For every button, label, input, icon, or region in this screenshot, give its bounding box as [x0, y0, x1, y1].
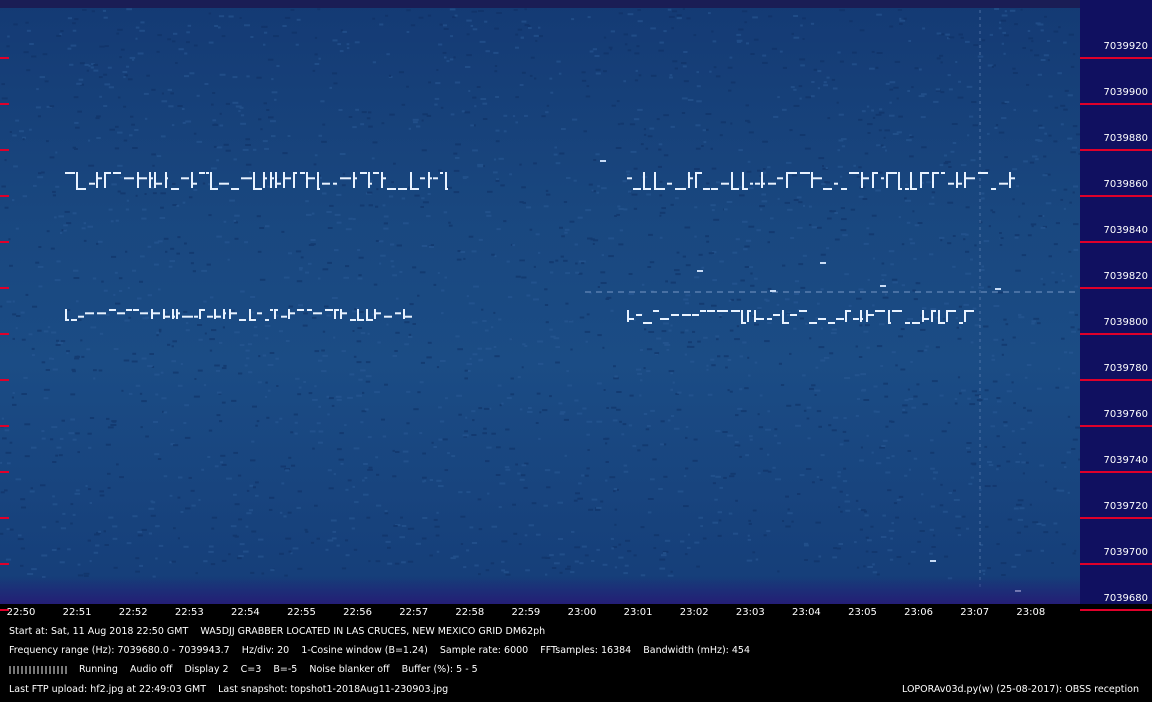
time-label: 23:03 [735, 607, 765, 618]
ftp-info: Last FTP upload: hf2.jpg at 22:49:03 GMT… [9, 684, 449, 695]
signal-trace-3 [65, 309, 412, 321]
version-info: LOPORAv03d.py(w) (25-08-2017): OBSS rece… [902, 684, 1139, 695]
frequency-label: 7039700 [1103, 547, 1148, 558]
level-bars-icon [9, 665, 67, 674]
left-edge-tick [0, 57, 9, 59]
time-label: 22:54 [230, 607, 260, 618]
signal-trace-4 [627, 310, 974, 324]
signal-trace-1 [65, 172, 448, 190]
noise-speckle [0, 8, 1080, 580]
time-label: 22:55 [287, 607, 316, 618]
left-edge-tick [0, 103, 9, 105]
frequency-label: 7039920 [1103, 41, 1148, 52]
frequency-label: 7039880 [1103, 133, 1148, 144]
left-edge-tick [0, 287, 9, 289]
start-info: Start at: Sat, 11 Aug 2018 22:50 GMT WA5… [9, 626, 546, 637]
status-info: Running Audio off Display 2 C=3 B=-5 Noi… [9, 664, 478, 675]
spectrogram-signals [0, 8, 1080, 592]
time-label: 22:50 [6, 607, 36, 618]
time-label: 23:01 [623, 607, 653, 618]
signal-trace-2 [627, 172, 1015, 190]
frequency-label: 7039900 [1103, 87, 1148, 98]
frequency-label: 7039800 [1103, 317, 1148, 328]
time-label: 22:56 [343, 607, 373, 618]
frequency-label: 7039780 [1103, 363, 1148, 374]
frequency-label: 7039760 [1103, 409, 1148, 420]
time-label: 23:08 [1016, 607, 1046, 618]
frequency-label: 7039720 [1103, 501, 1148, 512]
frequency-tick [1080, 57, 1152, 59]
time-label: 23:05 [848, 607, 877, 618]
frequency-label: 7039840 [1103, 225, 1148, 236]
time-label: 23:02 [679, 607, 709, 618]
frequency-tick [1080, 471, 1152, 473]
left-edge-tick [0, 195, 9, 197]
frequency-info: Frequency range (Hz): 7039680.0 - 703994… [9, 645, 751, 656]
time-label: 23:07 [960, 607, 990, 618]
left-edge-tick [0, 241, 9, 243]
status-text: Running Audio off Display 2 C=3 B=-5 Noi… [79, 664, 478, 675]
time-label: 22:53 [174, 607, 204, 618]
left-edge-tick [0, 333, 9, 335]
left-edge-tick [0, 425, 9, 427]
left-edge-tick [0, 471, 9, 473]
time-label: 22:52 [118, 607, 148, 618]
frequency-tick [1080, 149, 1152, 151]
left-edge-tick [0, 149, 9, 151]
spectrogram-display [0, 0, 1080, 604]
frequency-tick [1080, 195, 1152, 197]
time-label: 23:00 [567, 607, 597, 618]
frequency-tick [1080, 333, 1152, 335]
frequency-tick [1080, 425, 1152, 427]
time-label: 22:51 [62, 607, 92, 618]
frequency-tick [1080, 517, 1152, 519]
time-label: 23:06 [904, 607, 934, 618]
frequency-label: 7039860 [1103, 179, 1148, 190]
left-edge-tick [0, 563, 9, 565]
time-label: 22:59 [511, 607, 541, 618]
time-label: 22:57 [399, 607, 429, 618]
time-label: 23:04 [791, 607, 821, 618]
frequency-tick [1080, 287, 1152, 289]
left-edge-tick [0, 517, 9, 519]
frequency-label: 7039820 [1103, 271, 1148, 282]
left-edge-tick [0, 379, 9, 381]
frequency-tick [1080, 609, 1152, 611]
frequency-label: 7039680 [1103, 593, 1148, 604]
frequency-tick [1080, 563, 1152, 565]
left-edge-tick [0, 609, 9, 611]
frequency-tick [1080, 379, 1152, 381]
frequency-tick [1080, 241, 1152, 243]
frequency-scale: 7039920 7039900 7039880 7039860 7039840 70398… [1080, 0, 1152, 611]
frequency-tick [1080, 103, 1152, 105]
time-label: 22:58 [455, 607, 485, 618]
frequency-label: 7039740 [1103, 455, 1148, 466]
